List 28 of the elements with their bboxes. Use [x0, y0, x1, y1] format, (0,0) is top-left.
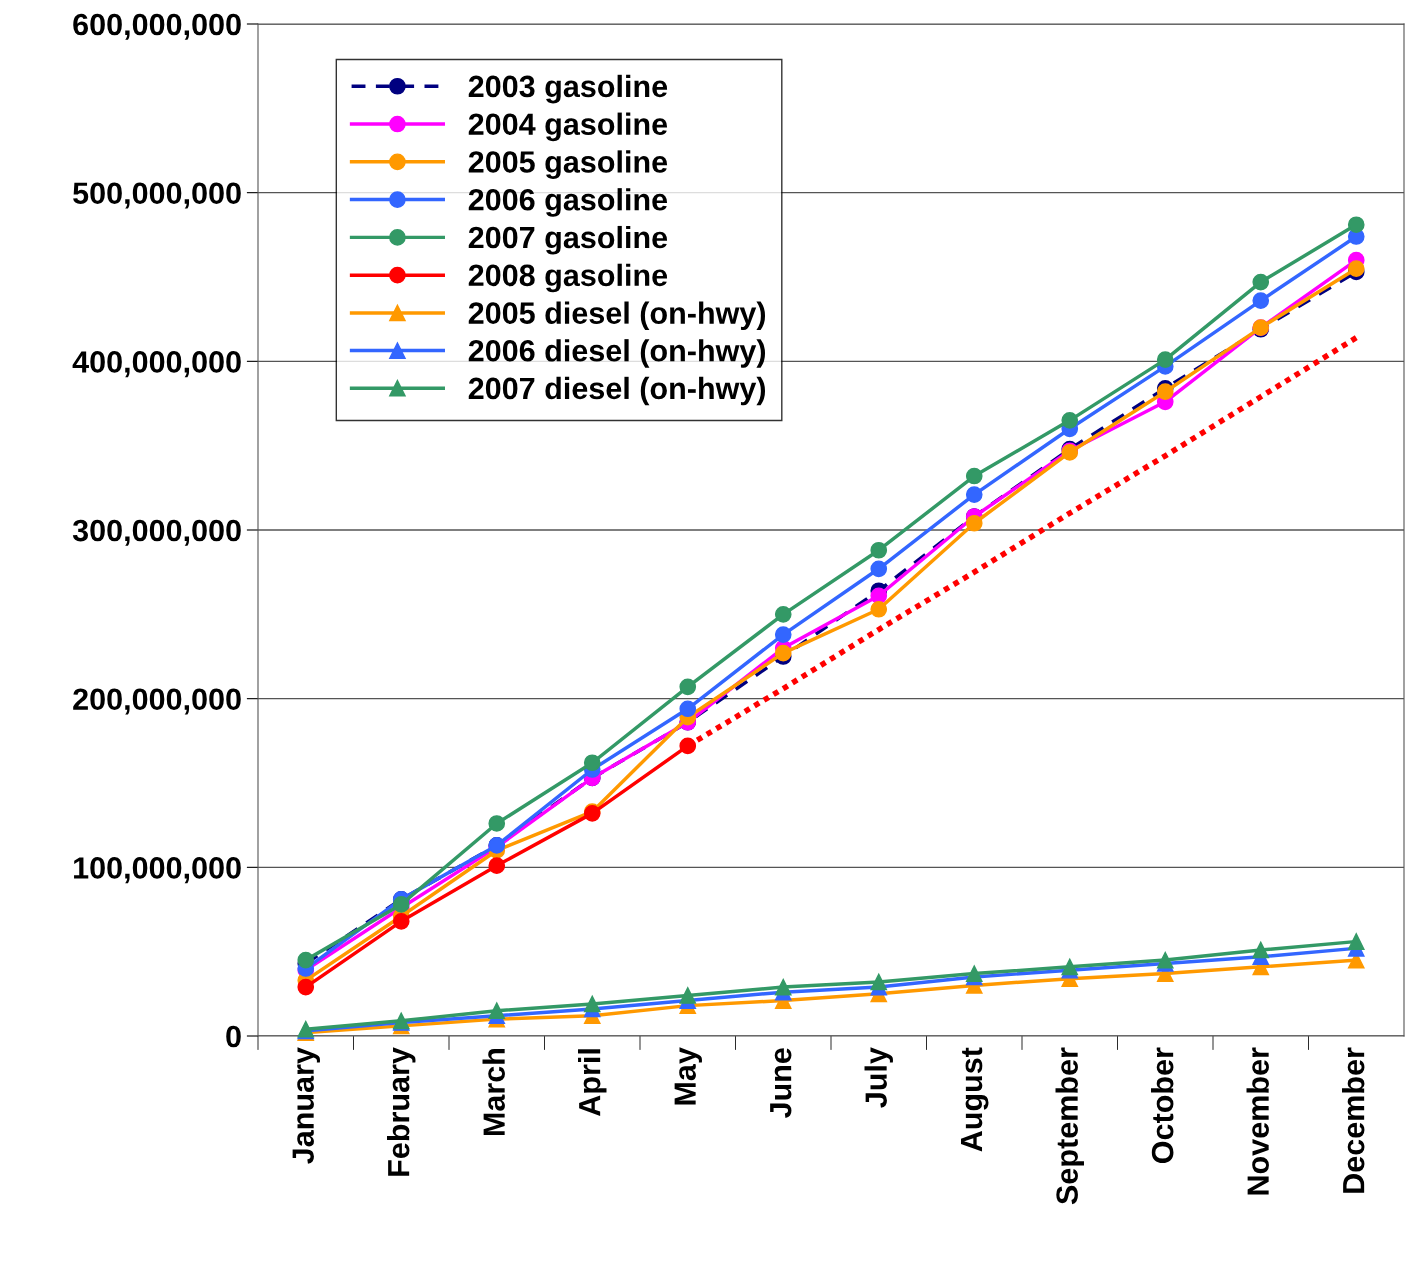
x-tick-label: November	[1246, 1047, 1269, 1195]
x-tick-label: February	[387, 1047, 416, 1176]
y-tick-label: 200,000,000	[73, 688, 241, 715]
legend-label: 2006 gasoline	[468, 188, 668, 217]
y-tick-label: 400,000,000	[72, 351, 241, 378]
x-tick-label: October	[1151, 1047, 1174, 1163]
legend-label: 2005 diesel (on-hwy)	[468, 301, 766, 330]
x-tick-label: September	[1055, 1047, 1084, 1205]
x-tick-label: May	[674, 1047, 702, 1105]
y-tick-label: 600,000,000	[73, 13, 241, 40]
legend-label: 2008 gasoline	[468, 263, 668, 293]
legend-label: 2004 gasoline	[468, 112, 668, 142]
x-tick-label: August	[961, 1047, 989, 1152]
x-tick-label: July	[864, 1047, 893, 1108]
legend-label: 2006 diesel (on-hwy)	[468, 339, 766, 368]
legend-label: 2007 gasoline	[468, 225, 668, 255]
x-tick-label: March	[482, 1049, 505, 1136]
x-tick-label: December	[1342, 1047, 1365, 1193]
y-tick-label: 100,000,000	[74, 857, 241, 884]
legend-label: 2003 gasoline	[468, 74, 668, 104]
y-tick-label: 0	[226, 1025, 241, 1048]
x-tick-label: June	[770, 1048, 792, 1118]
y-tick-label: 300,000,000	[72, 519, 241, 546]
y-tick-label: 500,000,000	[73, 182, 241, 209]
legend-label: 2005 gasoline	[468, 150, 668, 179]
x-tick-label: April	[578, 1049, 607, 1116]
legend-label: 2007 diesel (on-hwy)	[468, 376, 766, 406]
x-tick-label: January	[292, 1047, 320, 1164]
